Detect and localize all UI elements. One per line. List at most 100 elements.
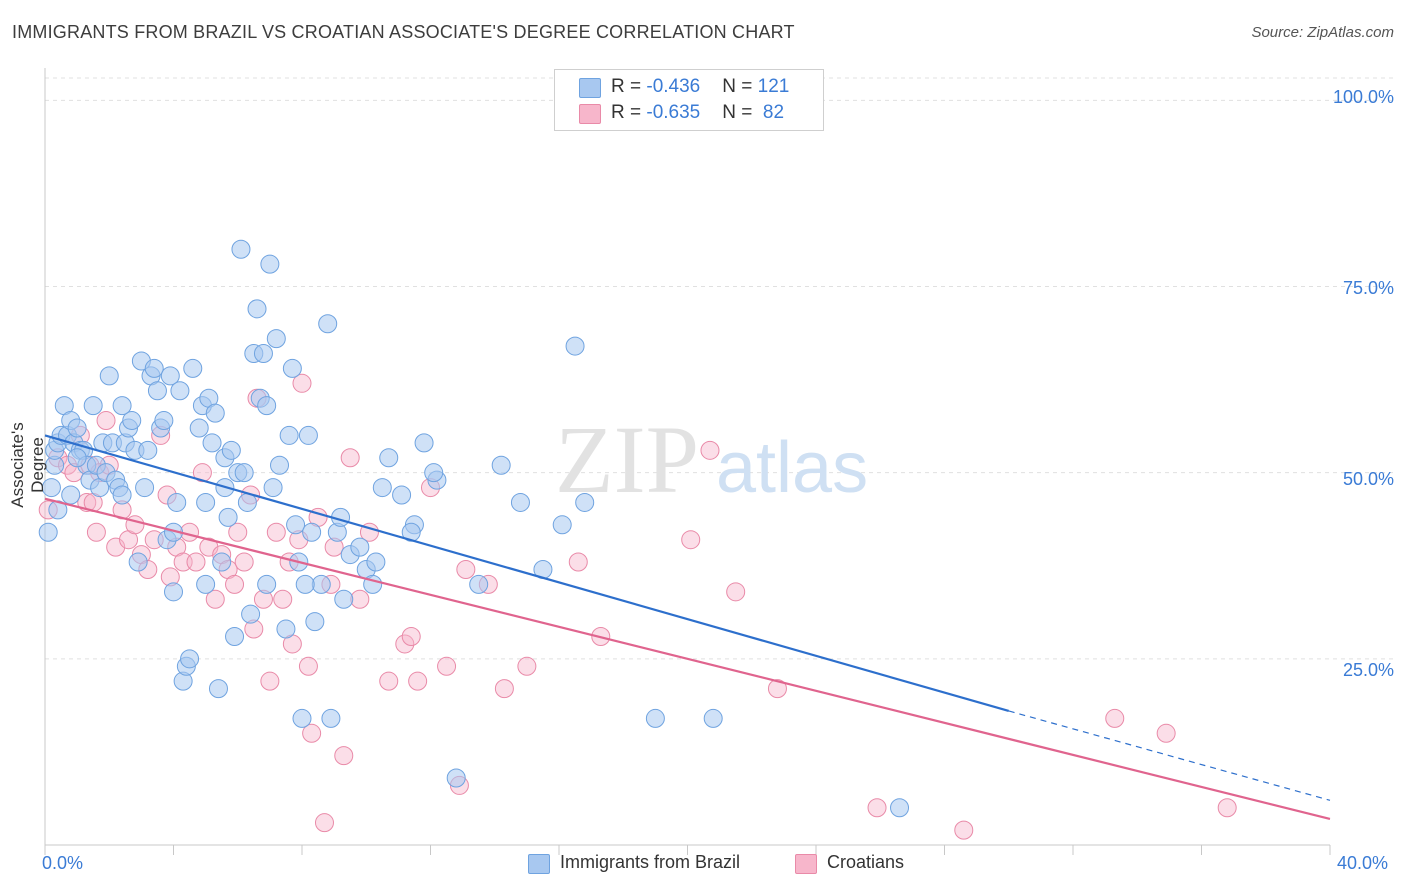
croatians-point	[86, 522, 106, 542]
croatians-trend-line	[44, 497, 1331, 821]
brazil-point	[565, 336, 585, 356]
brazil-point	[99, 366, 119, 386]
brazil-point	[286, 515, 306, 535]
brazil-point	[318, 314, 338, 334]
y-tick-label: 75.0%	[1342, 278, 1394, 298]
brazil-point	[270, 455, 290, 475]
trend-lines	[44, 434, 1331, 821]
croatians-point	[568, 552, 588, 572]
croatians-point	[494, 679, 514, 699]
brazil-point	[147, 381, 167, 401]
brazil-point	[392, 485, 412, 505]
brazil-point	[67, 448, 87, 468]
y-tick-label: 25.0%	[1342, 660, 1394, 680]
legend-n-label: N =	[722, 102, 758, 123]
brazil-point	[263, 478, 283, 498]
brazil-point	[167, 492, 187, 512]
brazil-point	[247, 299, 267, 319]
brazil-point	[260, 254, 280, 274]
croatians-point	[1156, 723, 1176, 743]
croatians-point	[954, 820, 974, 840]
gridlines	[45, 77, 1395, 660]
brazil-point	[41, 478, 61, 498]
croatians-point	[456, 559, 476, 579]
brazil-point	[208, 679, 228, 699]
brazil-point	[372, 478, 392, 498]
brazil-point	[221, 440, 241, 460]
brazil-point	[61, 485, 81, 505]
legend-r-label: R =	[611, 102, 647, 123]
y-axis-label: Associate's Degree	[8, 422, 47, 508]
brazil-point	[257, 574, 277, 594]
brazil-point	[83, 396, 103, 416]
croatians-point	[517, 656, 537, 676]
brazil-point	[144, 358, 164, 378]
brazil-point	[414, 433, 434, 453]
brazil-point	[67, 418, 87, 438]
brazil-point	[183, 358, 203, 378]
croatians-point	[192, 463, 212, 483]
brazil-point	[575, 492, 595, 512]
brazil-point	[202, 433, 222, 453]
brazil-point	[469, 574, 489, 594]
brazil-point	[231, 239, 251, 259]
croatians-point	[681, 530, 701, 550]
brazil-point	[295, 574, 315, 594]
legend-n-label: N =	[722, 76, 758, 97]
legend-swatch-croatians	[579, 104, 601, 124]
brazil-trend-extension	[1008, 710, 1331, 801]
croatians-point	[700, 440, 720, 460]
brazil-point	[321, 708, 341, 728]
brazil-point	[225, 626, 245, 646]
brazil-point	[154, 411, 174, 431]
brazil-point	[38, 522, 58, 542]
brazil-point	[305, 612, 325, 632]
croatians-point	[302, 723, 322, 743]
brazil-point	[196, 574, 216, 594]
brazil-point	[491, 455, 511, 475]
brazil-point	[703, 708, 723, 728]
brazil-point	[164, 582, 183, 602]
y-tick-label: 100.0%	[1332, 87, 1394, 107]
bottom-legend-swatch-croatians	[795, 854, 817, 874]
brazil-point	[282, 358, 302, 378]
brazil-point	[298, 425, 318, 445]
brazil-point	[379, 448, 399, 468]
croatians-point	[228, 522, 248, 542]
source-label: Source: ZipAtlas.com	[1251, 24, 1394, 41]
croatians-point	[767, 679, 787, 699]
brazil-point	[350, 537, 370, 557]
croatians-point	[379, 671, 399, 691]
legend-swatch-brazil	[579, 78, 601, 98]
brazil-point	[311, 574, 331, 594]
brazil-point	[366, 552, 386, 572]
chart-title: IMMIGRANTS FROM BRAZIL VS CROATIAN ASSOC…	[12, 22, 795, 42]
croatians-point	[225, 574, 245, 594]
croatians-point	[260, 671, 280, 691]
x-tick-label: 0.0%	[42, 853, 84, 873]
brazil-point	[212, 552, 232, 572]
brazil-point	[234, 463, 254, 483]
axes	[44, 68, 1331, 855]
watermark-zip: ZIP	[555, 406, 699, 513]
bottom-legend-label: Croatians	[827, 852, 905, 872]
croatians-point	[867, 798, 887, 818]
brazil-point	[276, 619, 296, 639]
legend-n-value: 121	[757, 76, 790, 97]
brazil-point	[890, 798, 910, 818]
brazil-point	[189, 418, 209, 438]
croatians-point	[726, 582, 746, 602]
croatians-point	[395, 634, 415, 654]
croatians-point	[234, 552, 254, 572]
brazil-point	[138, 440, 158, 460]
brazil-point	[292, 708, 312, 728]
brazil-point	[180, 649, 200, 669]
legend-r-value: -0.635	[646, 102, 701, 123]
brazil-point	[302, 522, 322, 542]
croatians-point	[401, 626, 421, 646]
brazil-point	[253, 344, 273, 364]
brazil-point	[196, 492, 216, 512]
series-croatians	[38, 373, 1237, 840]
legend-r-label: R =	[611, 76, 647, 97]
